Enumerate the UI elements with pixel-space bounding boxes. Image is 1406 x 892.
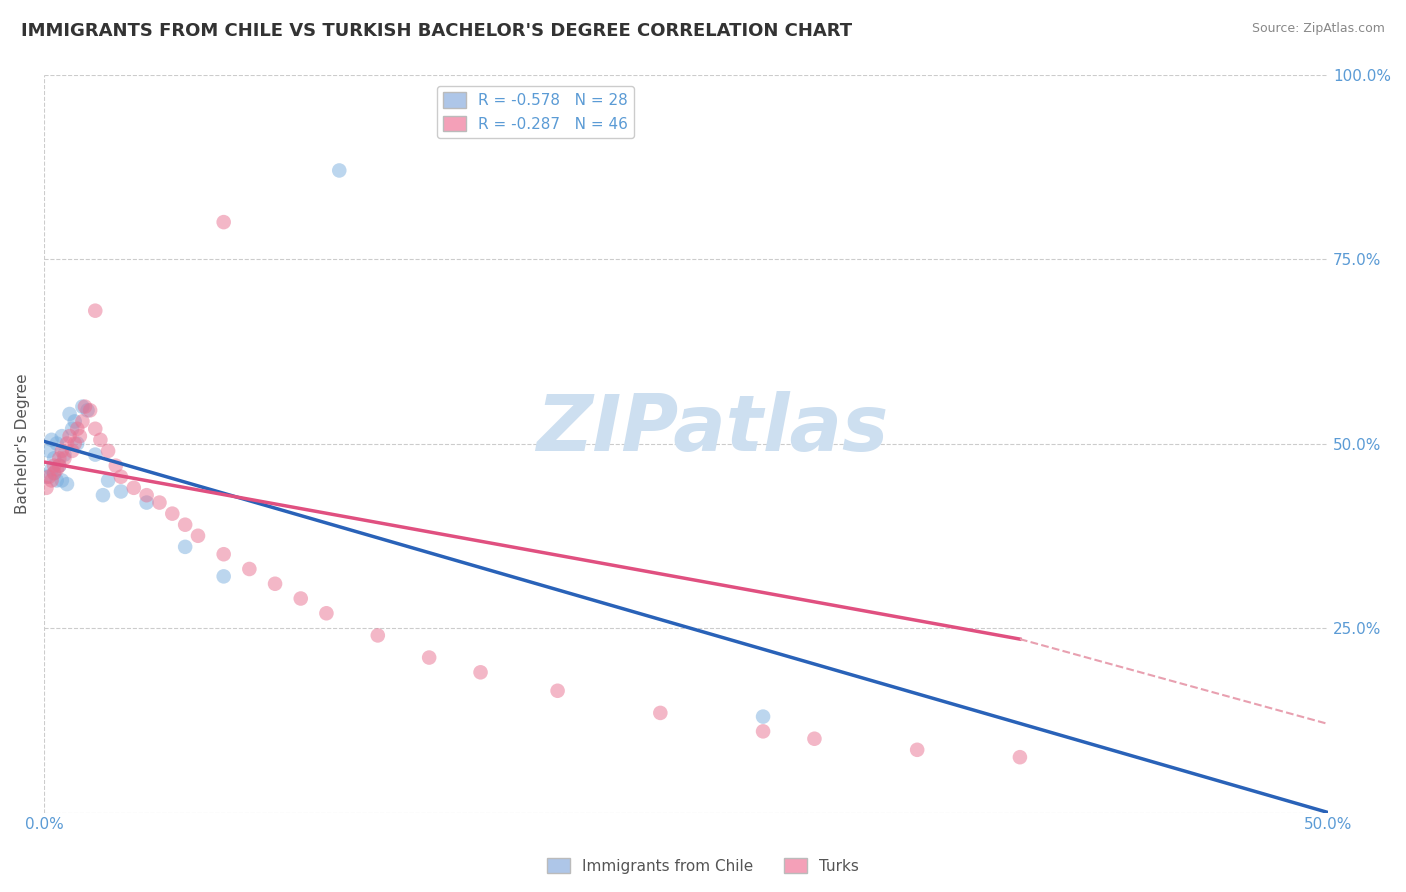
Point [48,458,70,473]
Point [290,591,312,606]
Point [48,458,70,473]
Point [187,529,209,543]
Point [212,215,235,229]
Point [79,403,101,417]
Point [73,400,96,414]
Point [752,709,775,723]
Point [44,458,66,473]
Point [41,433,63,447]
Point [38,469,60,483]
Point [84,303,107,318]
Point [905,743,928,757]
Point [53,451,76,466]
Point [110,484,132,499]
Point [63,436,86,450]
Point [41,462,63,476]
Point [56,477,79,491]
Point [110,469,132,483]
Point [91,488,114,502]
Point [135,488,157,502]
Point [89,433,111,447]
Legend: Immigrants from Chile, Turks: Immigrants from Chile, Turks [541,852,865,880]
Point [72,414,94,428]
Point [104,458,127,473]
Point [72,400,94,414]
Point [328,163,350,178]
Point [122,481,145,495]
Point [60,444,83,458]
Point [44,466,66,480]
Point [264,576,287,591]
Point [76,403,98,417]
Point [547,683,569,698]
Point [367,628,389,642]
Text: Source: ZipAtlas.com: Source: ZipAtlas.com [1251,22,1385,36]
Point [238,562,260,576]
Point [48,451,70,466]
Point [470,665,492,680]
Point [45,462,67,476]
Point [51,474,73,488]
Point [212,547,235,561]
Point [418,650,440,665]
Point [174,517,197,532]
Point [45,436,67,450]
Point [135,495,157,509]
Point [752,724,775,739]
Point [58,407,80,421]
Legend: R = -0.578   N = 28, R = -0.287   N = 46: R = -0.578 N = 28, R = -0.287 N = 46 [437,86,634,137]
Point [84,422,107,436]
Point [41,474,63,488]
Point [1008,750,1031,764]
Point [63,414,86,428]
Point [803,731,825,746]
Point [56,436,79,450]
Point [650,706,672,720]
Point [53,448,76,462]
Point [45,474,67,488]
Point [97,474,120,488]
Point [212,569,235,583]
Point [58,429,80,443]
Point [35,481,58,495]
Point [60,422,83,436]
Text: IMMIGRANTS FROM CHILE VS TURKISH BACHELOR'S DEGREE CORRELATION CHART: IMMIGRANTS FROM CHILE VS TURKISH BACHELO… [21,22,852,40]
Point [69,429,91,443]
Point [35,469,58,483]
Point [148,495,170,509]
Point [162,507,184,521]
Point [44,451,66,466]
Point [66,436,89,450]
Text: ZIPatlas: ZIPatlas [536,391,887,467]
Point [66,422,89,436]
Point [315,607,337,621]
Point [44,466,66,480]
Point [84,448,107,462]
Point [174,540,197,554]
Point [51,429,73,443]
Y-axis label: Bachelor's Degree: Bachelor's Degree [15,373,30,514]
Point [38,444,60,458]
Point [97,444,120,458]
Point [51,444,73,458]
